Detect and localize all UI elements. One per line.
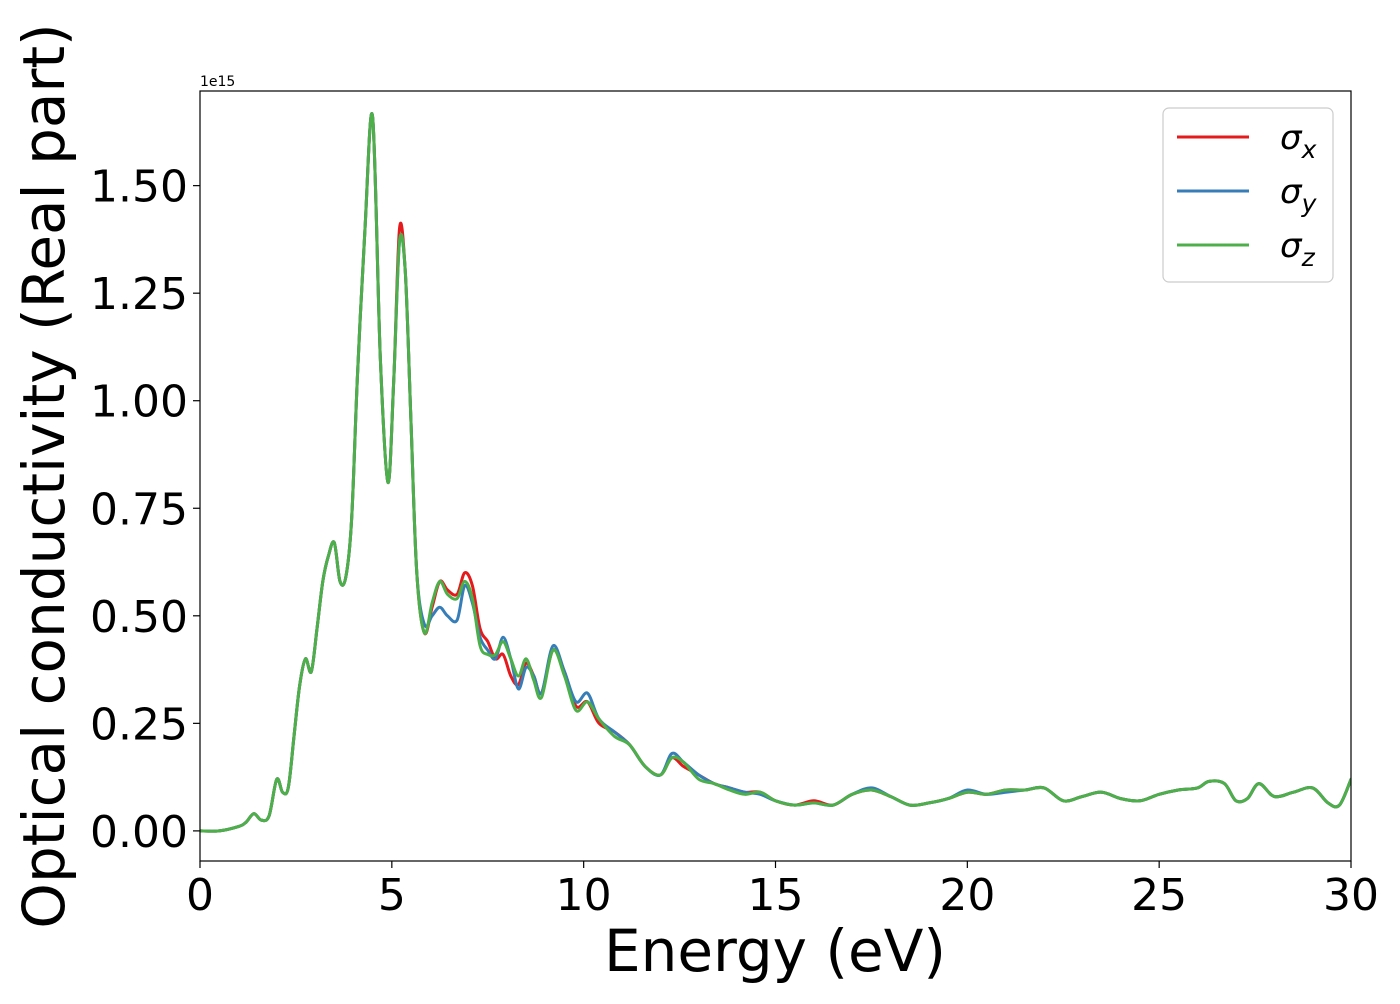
y-tick-label: 0.50 bbox=[90, 592, 188, 643]
series-line-sigma-z bbox=[200, 112, 1351, 833]
y-tick-label: 1.00 bbox=[90, 377, 188, 428]
series-layer bbox=[200, 112, 1351, 833]
x-tick-label: 5 bbox=[378, 870, 406, 921]
x-tick-label: 20 bbox=[939, 870, 995, 921]
y-axis-label: Optical conductivity (Real part) bbox=[10, 23, 78, 928]
x-axis-label: Energy (eV) bbox=[604, 917, 946, 985]
x-tick-label: 10 bbox=[556, 870, 612, 921]
offset-text: 1e15 bbox=[200, 74, 235, 90]
legend-frame bbox=[1162, 107, 1334, 283]
x-tick-label: 15 bbox=[748, 870, 804, 921]
y-tick-label: 0.00 bbox=[90, 807, 188, 858]
y-axis: 0.00 0.25 0.50 0.75 1.00 1.25 1.50 bbox=[90, 162, 200, 858]
y-tick-label: 0.75 bbox=[90, 484, 188, 535]
y-tick-label: 0.25 bbox=[90, 699, 188, 750]
x-tick-label: 30 bbox=[1323, 870, 1379, 921]
x-axis: 0 5 10 15 20 25 30 bbox=[186, 861, 1379, 921]
x-tick-label: 25 bbox=[1131, 870, 1187, 921]
y-tick-label: 1.25 bbox=[90, 269, 188, 320]
y-tick-label: 1.50 bbox=[90, 162, 188, 213]
x-tick-label: 0 bbox=[186, 870, 214, 921]
